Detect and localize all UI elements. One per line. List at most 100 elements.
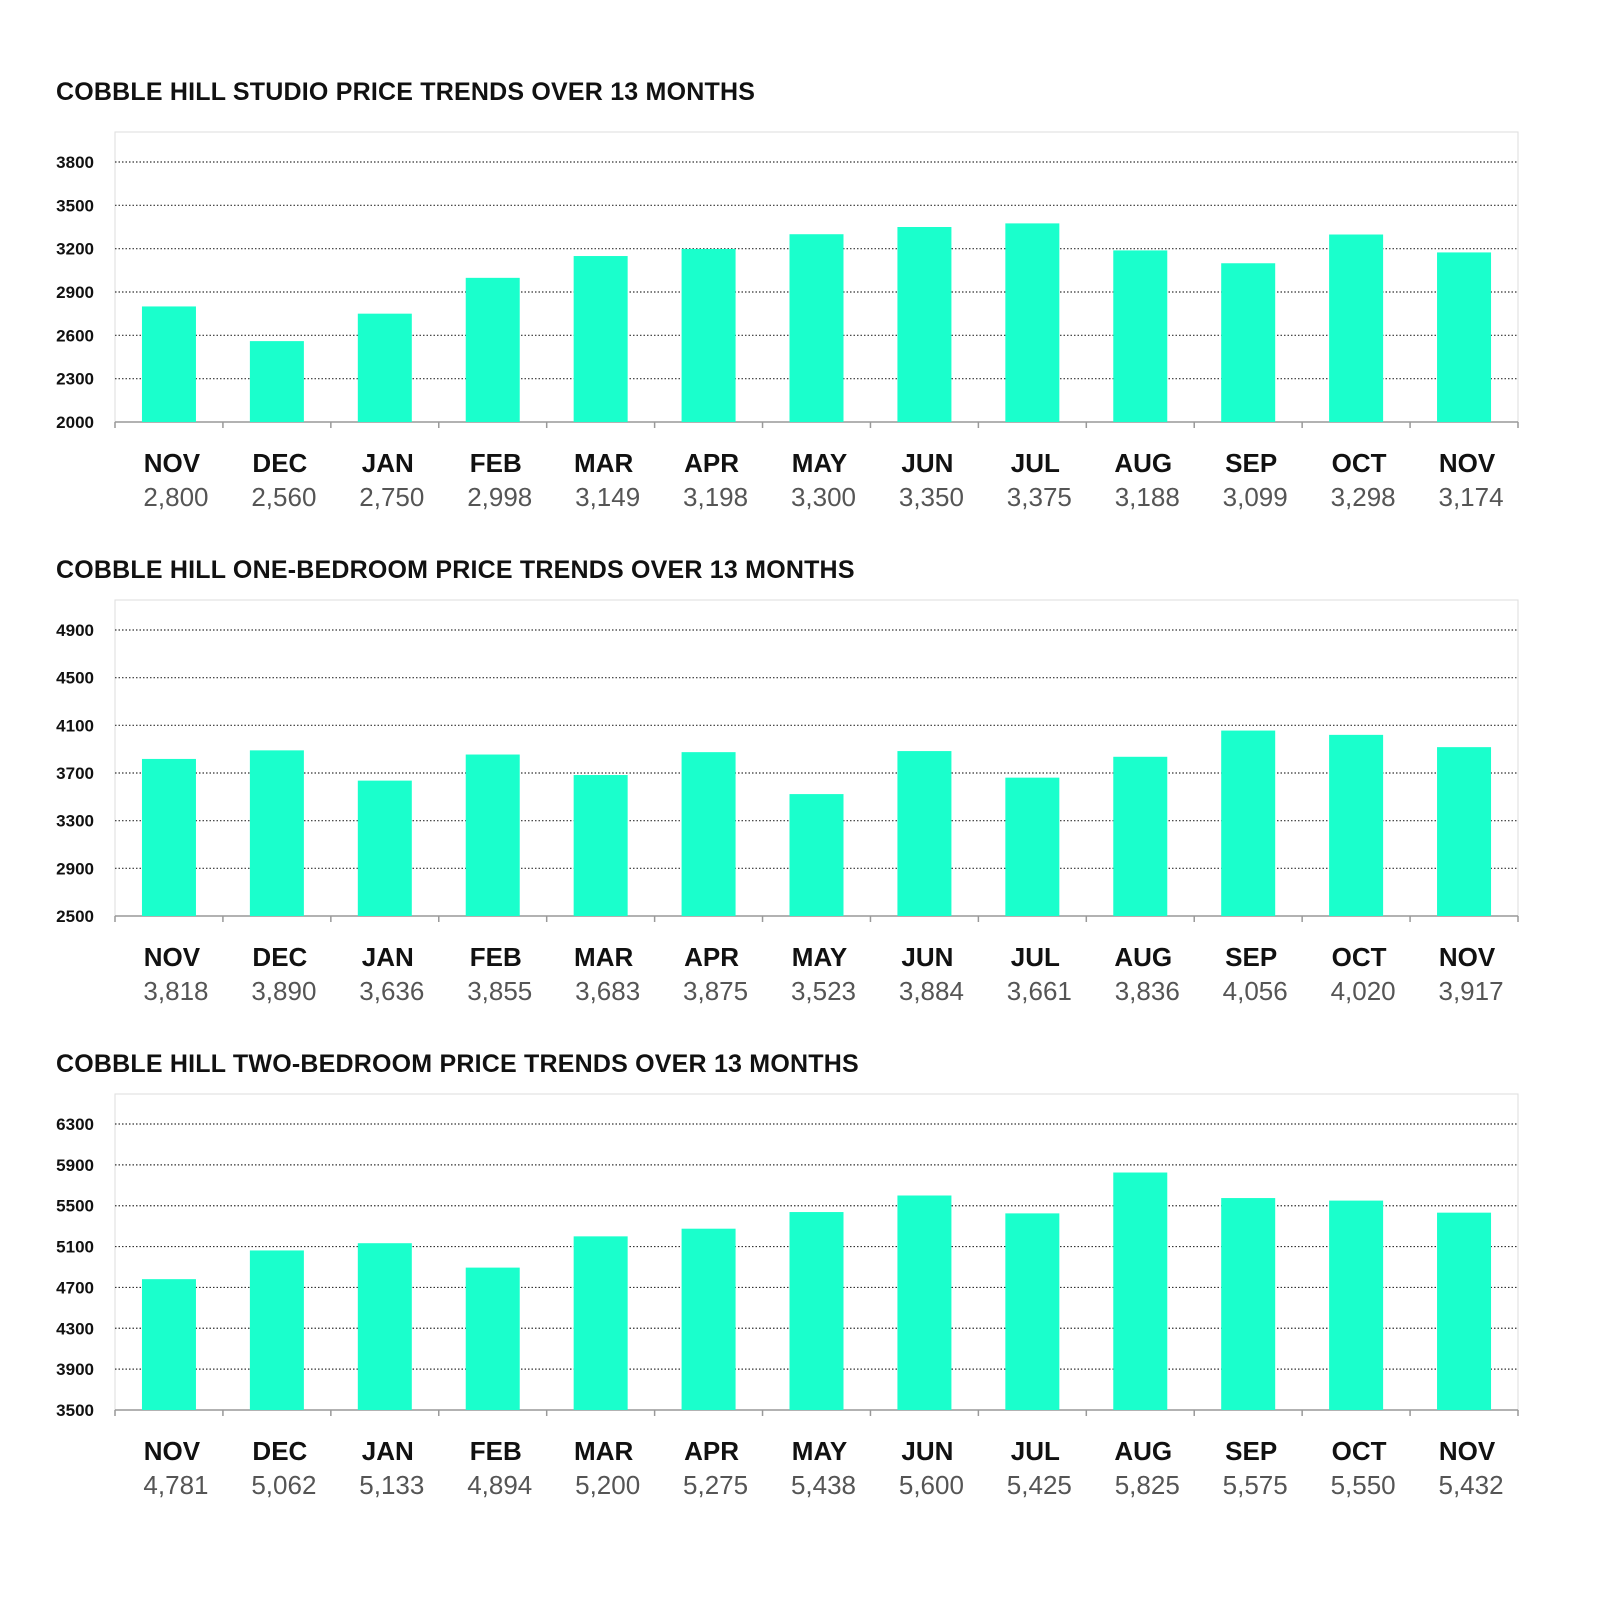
bar xyxy=(789,794,844,916)
category-label: NOV xyxy=(1439,448,1496,478)
bar xyxy=(249,1250,304,1410)
value-label: 3,298 xyxy=(1331,482,1396,512)
category-label: AUG xyxy=(1114,448,1172,478)
value-label: 5,600 xyxy=(899,1470,964,1500)
category-label: AUG xyxy=(1114,942,1172,972)
bar xyxy=(1221,730,1276,916)
category-label: OCT xyxy=(1332,448,1387,478)
y-tick-label: 3500 xyxy=(56,196,94,215)
bar xyxy=(897,1195,952,1410)
bar xyxy=(357,313,412,422)
bar xyxy=(1221,1198,1276,1410)
y-tick-label: 4500 xyxy=(56,669,94,688)
value-label: 4,894 xyxy=(467,1470,532,1500)
bar xyxy=(1113,756,1168,916)
bar xyxy=(465,1267,520,1410)
category-label: SEP xyxy=(1225,942,1277,972)
category-label: JUN xyxy=(901,942,953,972)
y-tick-label: 5900 xyxy=(56,1156,94,1175)
bar xyxy=(249,341,304,422)
value-label: 5,133 xyxy=(359,1470,424,1500)
y-tick-label: 3900 xyxy=(56,1360,94,1379)
value-label: 4,020 xyxy=(1331,976,1396,1006)
value-label: 5,275 xyxy=(683,1470,748,1500)
y-tick-label: 4100 xyxy=(56,716,94,735)
value-label: 3,917 xyxy=(1438,976,1503,1006)
y-tick-label: 3800 xyxy=(56,153,94,172)
bar xyxy=(1329,1200,1384,1410)
value-label: 3,818 xyxy=(143,976,208,1006)
value-label: 5,062 xyxy=(251,1470,316,1500)
category-label: OCT xyxy=(1332,1436,1387,1466)
bar xyxy=(357,1243,412,1410)
y-tick-label: 5500 xyxy=(56,1197,94,1216)
category-label: AUG xyxy=(1114,1436,1172,1466)
bar xyxy=(897,227,952,422)
y-tick-label: 6300 xyxy=(56,1115,94,1134)
bar xyxy=(141,1279,196,1410)
value-label: 3,875 xyxy=(683,976,748,1006)
category-label: DEC xyxy=(252,942,307,972)
category-label: NOV xyxy=(1439,942,1496,972)
y-tick-label: 4900 xyxy=(56,621,94,640)
value-label: 3,198 xyxy=(683,482,748,512)
value-label: 2,800 xyxy=(143,482,208,512)
y-tick-label: 2300 xyxy=(56,370,94,389)
bar xyxy=(1437,1212,1492,1410)
category-label: FEB xyxy=(470,1436,522,1466)
bar xyxy=(1005,777,1060,916)
category-label: NOV xyxy=(1439,1436,1496,1466)
y-tick-label: 4700 xyxy=(56,1278,94,1297)
value-label: 5,425 xyxy=(1007,1470,1072,1500)
bar xyxy=(681,752,736,916)
chart-title: COBBLE HILL TWO-BEDROOM PRICE TRENDS OVE… xyxy=(56,1050,859,1078)
value-label: 3,661 xyxy=(1007,976,1072,1006)
value-label: 2,750 xyxy=(359,482,424,512)
bar xyxy=(1005,223,1060,422)
category-label: APR xyxy=(684,1436,739,1466)
bar xyxy=(1005,1213,1060,1410)
category-label: JAN xyxy=(362,448,414,478)
category-label: MAY xyxy=(792,942,847,972)
value-label: 5,825 xyxy=(1115,1470,1180,1500)
y-tick-label: 2000 xyxy=(56,413,94,432)
category-label: MAY xyxy=(792,1436,847,1466)
bar xyxy=(789,234,844,422)
bar xyxy=(789,1212,844,1410)
category-label: FEB xyxy=(470,448,522,478)
category-label: NOV xyxy=(144,942,201,972)
value-label: 3,523 xyxy=(791,976,856,1006)
category-label: MAR xyxy=(574,448,633,478)
bar xyxy=(573,256,628,422)
category-label: MAY xyxy=(792,448,847,478)
y-tick-label: 3700 xyxy=(56,764,94,783)
bar xyxy=(897,751,952,916)
category-label: JAN xyxy=(362,942,414,972)
category-label: JAN xyxy=(362,1436,414,1466)
y-tick-label: 3500 xyxy=(56,1401,94,1420)
bar xyxy=(249,750,304,916)
y-tick-label: 2900 xyxy=(56,859,94,878)
bar xyxy=(141,306,196,422)
bar xyxy=(1437,747,1492,916)
category-label: SEP xyxy=(1225,1436,1277,1466)
category-label: JUL xyxy=(1011,448,1060,478)
bar xyxy=(1437,252,1492,422)
value-label: 3,375 xyxy=(1007,482,1072,512)
bar xyxy=(1329,234,1384,422)
bar xyxy=(681,1228,736,1410)
bar xyxy=(681,248,736,422)
category-label: DEC xyxy=(252,1436,307,1466)
y-tick-label: 2600 xyxy=(56,326,94,345)
value-label: 3,855 xyxy=(467,976,532,1006)
value-label: 3,683 xyxy=(575,976,640,1006)
chart-title: COBBLE HILL STUDIO PRICE TRENDS OVER 13 … xyxy=(56,78,756,106)
two-bedroom-price-bar-chart: 3500 3900 4300 4700 5100 5500 5900 6300 NOV 4,781… xyxy=(56,1093,1519,1500)
category-label: JUL xyxy=(1011,942,1060,972)
bar xyxy=(1329,734,1384,916)
y-tick-label: 2500 xyxy=(56,907,94,926)
category-label: JUN xyxy=(901,448,953,478)
value-label: 3,890 xyxy=(251,976,316,1006)
chart-title: COBBLE HILL ONE-BEDROOM PRICE TRENDS OVE… xyxy=(56,556,855,584)
value-label: 3,350 xyxy=(899,482,964,512)
